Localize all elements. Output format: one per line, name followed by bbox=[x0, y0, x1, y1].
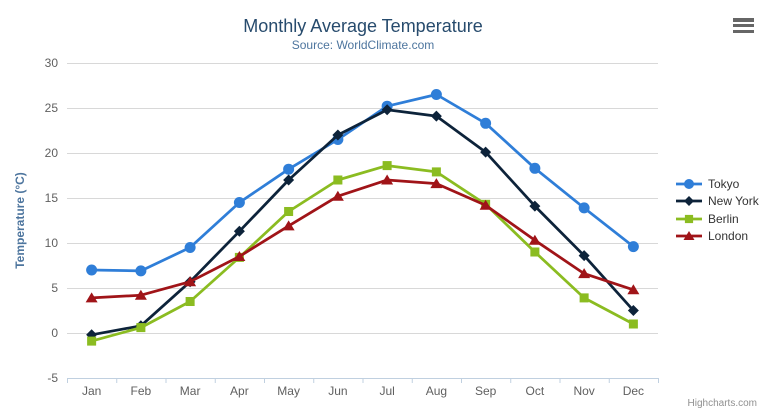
x-axis-label: Feb bbox=[131, 384, 152, 398]
y-axis-label: 15 bbox=[45, 191, 59, 205]
data-point-london[interactable] bbox=[331, 190, 344, 201]
legend-item-london[interactable]: London bbox=[676, 228, 759, 246]
series-line-london[interactable] bbox=[90, 178, 635, 300]
legend-item-new-york[interactable]: New York bbox=[676, 193, 759, 211]
data-point-new-york[interactable] bbox=[627, 305, 639, 316]
chart-title: Monthly Average Temperature bbox=[243, 16, 483, 36]
data-point-london[interactable] bbox=[233, 251, 246, 261]
data-point-berlin[interactable] bbox=[628, 319, 638, 329]
data-point-berlin[interactable] bbox=[185, 296, 195, 307]
x-axis-label: Sep bbox=[475, 384, 497, 398]
x-axis-label: Jun bbox=[328, 384, 347, 398]
data-point-tokyo[interactable] bbox=[430, 89, 442, 100]
legend-label: Berlin bbox=[708, 211, 739, 226]
data-point-london[interactable] bbox=[430, 178, 443, 189]
export-menu-icon[interactable] bbox=[733, 18, 754, 33]
data-point-tokyo[interactable] bbox=[233, 197, 245, 208]
legend-marker-diamond-icon bbox=[676, 196, 702, 207]
data-point-berlin[interactable] bbox=[333, 175, 343, 185]
data-point-new-york[interactable] bbox=[381, 104, 393, 116]
data-point-tokyo[interactable] bbox=[283, 163, 295, 175]
series-london bbox=[85, 174, 640, 303]
data-point-new-york[interactable] bbox=[529, 200, 541, 212]
legend-marker-shape bbox=[684, 214, 694, 223]
data-point-tokyo[interactable] bbox=[135, 265, 147, 277]
data-point-tokyo[interactable] bbox=[184, 242, 196, 253]
data-point-tokyo[interactable] bbox=[480, 117, 492, 129]
data-point-london[interactable] bbox=[85, 292, 98, 303]
legend-marker-circle-icon bbox=[676, 178, 702, 189]
data-point-berlin[interactable] bbox=[530, 247, 540, 257]
data-point-berlin[interactable] bbox=[431, 167, 441, 177]
x-axis-label: Jul bbox=[379, 384, 394, 398]
data-point-london[interactable] bbox=[479, 199, 492, 210]
legend-label: London bbox=[708, 229, 749, 244]
legend-marker-shape bbox=[684, 178, 694, 189]
menu-bar bbox=[733, 23, 754, 28]
y-axis-label: 5 bbox=[51, 281, 58, 295]
data-point-new-york[interactable] bbox=[430, 110, 442, 122]
data-point-berlin[interactable] bbox=[284, 206, 294, 217]
data-point-berlin[interactable] bbox=[579, 293, 589, 303]
x-axis-label: Jan bbox=[82, 384, 101, 398]
data-point-london[interactable] bbox=[578, 268, 591, 279]
y-axis-title: Temperature (°C) bbox=[13, 172, 27, 269]
data-point-tokyo[interactable] bbox=[627, 241, 639, 253]
data-point-tokyo[interactable] bbox=[86, 264, 98, 276]
x-axis-label: Dec bbox=[623, 384, 644, 398]
y-axis-label: 25 bbox=[45, 101, 59, 115]
data-point-tokyo[interactable] bbox=[529, 162, 541, 174]
data-point-new-york[interactable] bbox=[578, 250, 590, 262]
x-axis-label: Mar bbox=[180, 384, 201, 398]
chart-subtitle: Source: WorldClimate.com bbox=[291, 38, 435, 52]
legend-label: New York bbox=[708, 194, 759, 209]
legend-marker-shape bbox=[683, 231, 695, 241]
legend-item-berlin[interactable]: Berlin bbox=[676, 210, 759, 228]
x-axis-label: Oct bbox=[526, 384, 545, 398]
data-point-new-york[interactable] bbox=[233, 225, 245, 237]
legend-marker-shape bbox=[684, 196, 694, 207]
credits-link[interactable]: Highcharts.com bbox=[687, 398, 757, 409]
data-point-london[interactable] bbox=[184, 276, 197, 287]
data-point-london[interactable] bbox=[528, 234, 541, 245]
x-axis-label: Apr bbox=[230, 384, 249, 398]
data-point-new-york[interactable] bbox=[283, 174, 295, 186]
legend-item-tokyo[interactable]: Tokyo bbox=[676, 175, 759, 193]
data-point-tokyo[interactable] bbox=[578, 202, 590, 214]
menu-bar bbox=[733, 18, 754, 22]
x-axis-label: May bbox=[277, 384, 300, 398]
legend-marker-triangle-icon bbox=[676, 231, 702, 241]
data-point-berlin[interactable] bbox=[382, 161, 392, 171]
data-point-london[interactable] bbox=[627, 284, 640, 295]
series-line-new-york[interactable] bbox=[90, 108, 635, 337]
data-point-new-york[interactable] bbox=[332, 129, 344, 141]
menu-bar bbox=[733, 29, 754, 33]
data-point-london[interactable] bbox=[282, 220, 295, 231]
data-point-berlin[interactable] bbox=[136, 323, 146, 333]
x-axis-label: Aug bbox=[426, 384, 447, 398]
y-axis-label: 30 bbox=[45, 56, 59, 70]
data-point-london[interactable] bbox=[381, 174, 394, 185]
x-axis-label: Nov bbox=[573, 384, 594, 398]
legend-label: Tokyo bbox=[708, 176, 740, 191]
data-point-berlin[interactable] bbox=[87, 336, 97, 346]
y-axis-label: 10 bbox=[45, 236, 59, 250]
legend-marker-square-icon bbox=[676, 214, 702, 223]
series-line-berlin[interactable] bbox=[90, 164, 635, 343]
series-tokyo bbox=[86, 89, 639, 277]
y-axis-label: 0 bbox=[51, 326, 58, 340]
series-berlin bbox=[87, 161, 638, 346]
y-axis-label: -5 bbox=[47, 371, 58, 385]
data-point-new-york[interactable] bbox=[480, 146, 492, 158]
y-axis-label: 20 bbox=[45, 146, 59, 160]
series-new-york bbox=[86, 104, 639, 341]
legend: Tokyo New York Berlin London bbox=[676, 175, 759, 245]
data-point-london[interactable] bbox=[134, 289, 147, 300]
